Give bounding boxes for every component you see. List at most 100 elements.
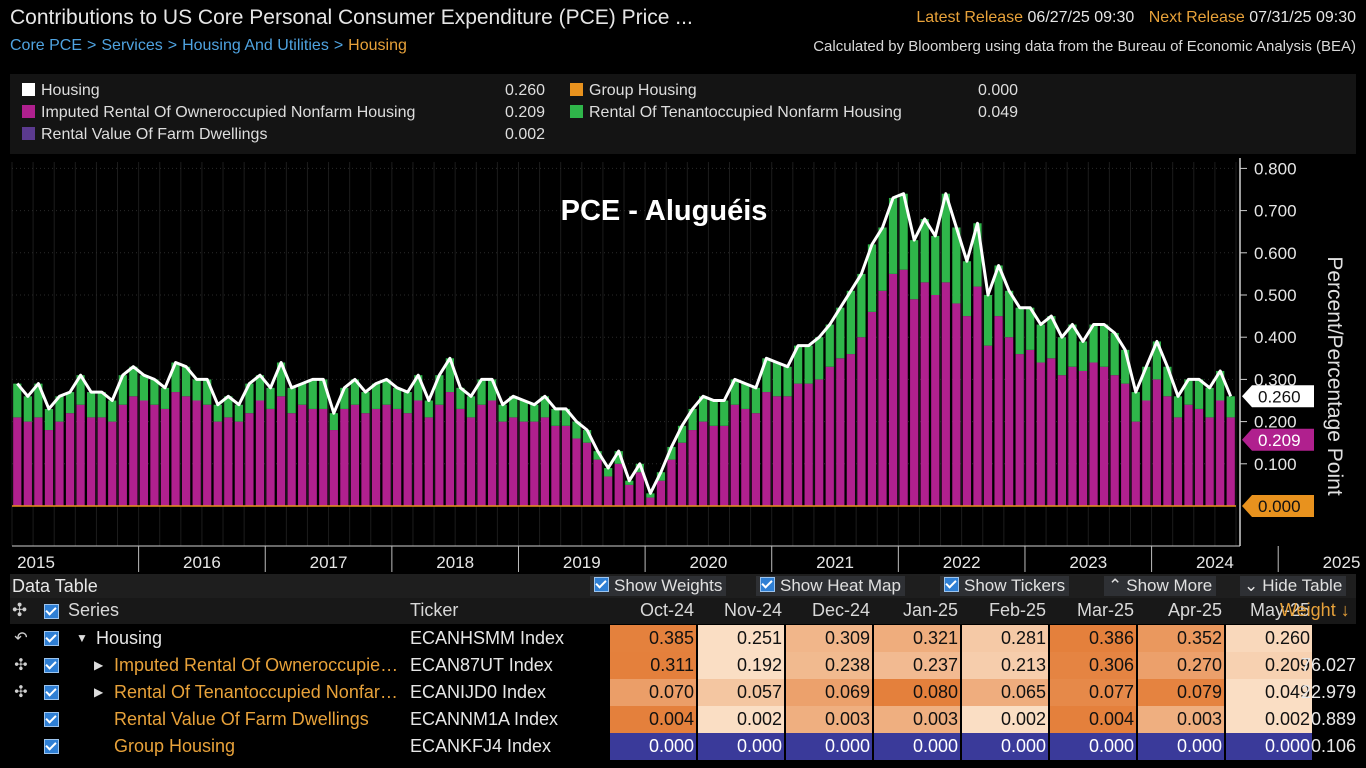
table-row[interactable]: ✣ ▶ Imputed Rental Of Owneroccupied Nonfar…: [10, 652, 1356, 679]
bar-tenant-rental: [762, 358, 771, 393]
row-checkbox[interactable]: [44, 658, 64, 674]
breadcrumb-services[interactable]: Services: [101, 37, 163, 54]
table-cell[interactable]: 0.000: [610, 733, 696, 760]
table-cell[interactable]: 0.065: [962, 679, 1048, 706]
table-cell[interactable]: 0.270: [1138, 652, 1224, 679]
table-cell[interactable]: 0.000: [1050, 733, 1136, 760]
table-cell[interactable]: 0.213: [962, 652, 1048, 679]
expand-toggle-icon[interactable]: ▶: [94, 658, 104, 672]
bar-imputed-rental: [382, 404, 391, 506]
table-cell[interactable]: 0.311: [610, 652, 696, 679]
move-icon[interactable]: ✣: [14, 684, 28, 701]
move-icon[interactable]: ✣: [14, 657, 28, 674]
row-checkbox[interactable]: [44, 685, 64, 701]
table-row[interactable]: ↶ ▼ Housing ECANHSMM Index 0.385 0.251 0.309 0.…: [10, 625, 1356, 652]
table-cell[interactable]: 0.079: [1138, 679, 1224, 706]
table-cell[interactable]: 0.077: [1050, 679, 1136, 706]
bar-tenant-rental: [44, 408, 54, 431]
table-cell[interactable]: 0.321: [874, 625, 960, 652]
row-checkbox[interactable]: [44, 739, 64, 755]
ticker[interactable]: ECANIJD0 Index: [410, 682, 547, 702]
table-cell[interactable]: 0.281: [962, 625, 1048, 652]
series-name[interactable]: Rental Value Of Farm Dwellings: [114, 709, 369, 729]
show-tickers-toggle[interactable]: Show Tickers: [940, 576, 1070, 596]
col-ticker[interactable]: Ticker: [410, 600, 459, 620]
bar-imputed-rental: [266, 408, 275, 506]
ticker[interactable]: ECANNM1A Index: [410, 709, 559, 729]
contributions-chart[interactable]: 0.100 0.200 0.300 0.400 0.500 0.600 0.700 0.800…: [0, 154, 1366, 574]
expand-toggle-icon[interactable]: ▼: [76, 631, 88, 645]
col-weight[interactable]: Weight ↓: [1280, 600, 1350, 621]
table-cell[interactable]: 0.070: [610, 679, 696, 706]
col-month[interactable]: Mar-25: [1076, 600, 1134, 620]
table-cell[interactable]: 0.000: [1138, 733, 1224, 760]
table-cell[interactable]: 0.237: [874, 652, 960, 679]
hide-table-button[interactable]: ⌄ Hide Table: [1240, 576, 1347, 596]
series-name[interactable]: Housing: [96, 628, 163, 648]
move-icon[interactable]: ✣: [12, 600, 28, 620]
col-month[interactable]: Dec-24: [811, 600, 870, 620]
col-month[interactable]: Oct-24: [639, 600, 694, 620]
table-cell[interactable]: 0.000: [786, 733, 872, 760]
table-cell[interactable]: 0.003: [874, 706, 960, 733]
table-cell[interactable]: 0.238: [786, 652, 872, 679]
bar-imputed-rental: [245, 413, 254, 506]
col-month[interactable]: Feb-25: [988, 600, 1046, 620]
table-cell[interactable]: 0.192: [698, 652, 784, 679]
bar-imputed-rental: [635, 472, 644, 506]
table-cell[interactable]: 0.002: [962, 706, 1048, 733]
series-name[interactable]: Imputed Rental Of Owneroccupied Nonfarm …: [114, 655, 402, 675]
breadcrumb-core-pce[interactable]: Core PCE: [10, 37, 83, 54]
ticker[interactable]: ECANKFJ4 Index: [410, 736, 552, 756]
col-month[interactable]: May-25: [1249, 600, 1310, 620]
row-checkbox[interactable]: [44, 631, 64, 647]
table-cell[interactable]: 0.069: [786, 679, 872, 706]
legend-item-imputed-rental[interactable]: Imputed Rental Of Owneroccupied Nonfarm …: [22, 104, 415, 122]
col-series[interactable]: Series: [68, 600, 120, 620]
table-cell[interactable]: 0.004: [610, 706, 696, 733]
expand-toggle-icon[interactable]: ▶: [94, 685, 104, 699]
table-cell[interactable]: 0.000: [962, 733, 1048, 760]
legend-item-housing[interactable]: Housing: [22, 82, 100, 100]
select-all-checkbox[interactable]: [44, 602, 64, 623]
table-cell[interactable]: 0.003: [1138, 706, 1224, 733]
undo-icon[interactable]: ↶: [14, 630, 28, 647]
table-row[interactable]: ✣ ▶ Rental Of Tenantoccupied Nonfarm Housi…: [10, 679, 1356, 706]
table-row[interactable]: Rental Value Of Farm Dwellings ECANNM1A I…: [10, 706, 1356, 733]
table-cell[interactable]: 0.002: [698, 706, 784, 733]
table-cell[interactable]: 0.002: [1226, 706, 1312, 733]
show-more-button[interactable]: ⌃ Show More: [1104, 576, 1217, 596]
table-cell[interactable]: 0.000: [1226, 733, 1312, 760]
table-cell[interactable]: 0.309: [786, 625, 872, 652]
table-cell[interactable]: 0.049: [1226, 679, 1312, 706]
table-cell[interactable]: 0.003: [786, 706, 872, 733]
table-cell[interactable]: 0.306: [1050, 652, 1136, 679]
col-month[interactable]: Apr-25: [1167, 600, 1222, 620]
table-cell[interactable]: 0.080: [874, 679, 960, 706]
table-cell[interactable]: 0.352: [1138, 625, 1224, 652]
breadcrumb-housing-utilities[interactable]: Housing And Utilities: [182, 37, 329, 54]
ticker[interactable]: ECANHSMM Index: [410, 628, 565, 648]
show-heat-map-toggle[interactable]: Show Heat Map: [756, 576, 905, 596]
series-name[interactable]: Group Housing: [114, 736, 236, 756]
col-month[interactable]: Nov-24: [723, 600, 782, 620]
table-cell[interactable]: 0.260: [1226, 625, 1312, 652]
row-checkbox[interactable]: [44, 712, 64, 728]
table-row[interactable]: Group Housing ECANKFJ4 Index 0.000 0.000 0.0…: [10, 733, 1356, 760]
legend-item-group-housing[interactable]: Group Housing: [570, 82, 697, 100]
series-name[interactable]: Rental Of Tenantoccupied Nonfarm Housing: [114, 682, 402, 702]
show-weights-toggle[interactable]: Show Weights: [590, 576, 727, 596]
double-chevron-up-icon: ⌃: [1108, 576, 1123, 595]
table-cell[interactable]: 0.000: [698, 733, 784, 760]
table-cell[interactable]: 0.385: [610, 625, 696, 652]
table-cell[interactable]: 0.000: [874, 733, 960, 760]
table-cell[interactable]: 0.057: [698, 679, 784, 706]
ticker[interactable]: ECAN87UT Index: [410, 655, 553, 675]
table-cell[interactable]: 0.209: [1226, 652, 1312, 679]
col-month[interactable]: Jan-25: [902, 600, 958, 620]
table-cell[interactable]: 0.386: [1050, 625, 1136, 652]
legend-item-farm-dwellings[interactable]: Rental Value Of Farm Dwellings: [22, 126, 267, 144]
legend-item-tenant-rental[interactable]: Rental Of Tenantoccupied Nonfarm Housing: [570, 104, 902, 122]
table-cell[interactable]: 0.004: [1050, 706, 1136, 733]
table-cell[interactable]: 0.251: [698, 625, 784, 652]
